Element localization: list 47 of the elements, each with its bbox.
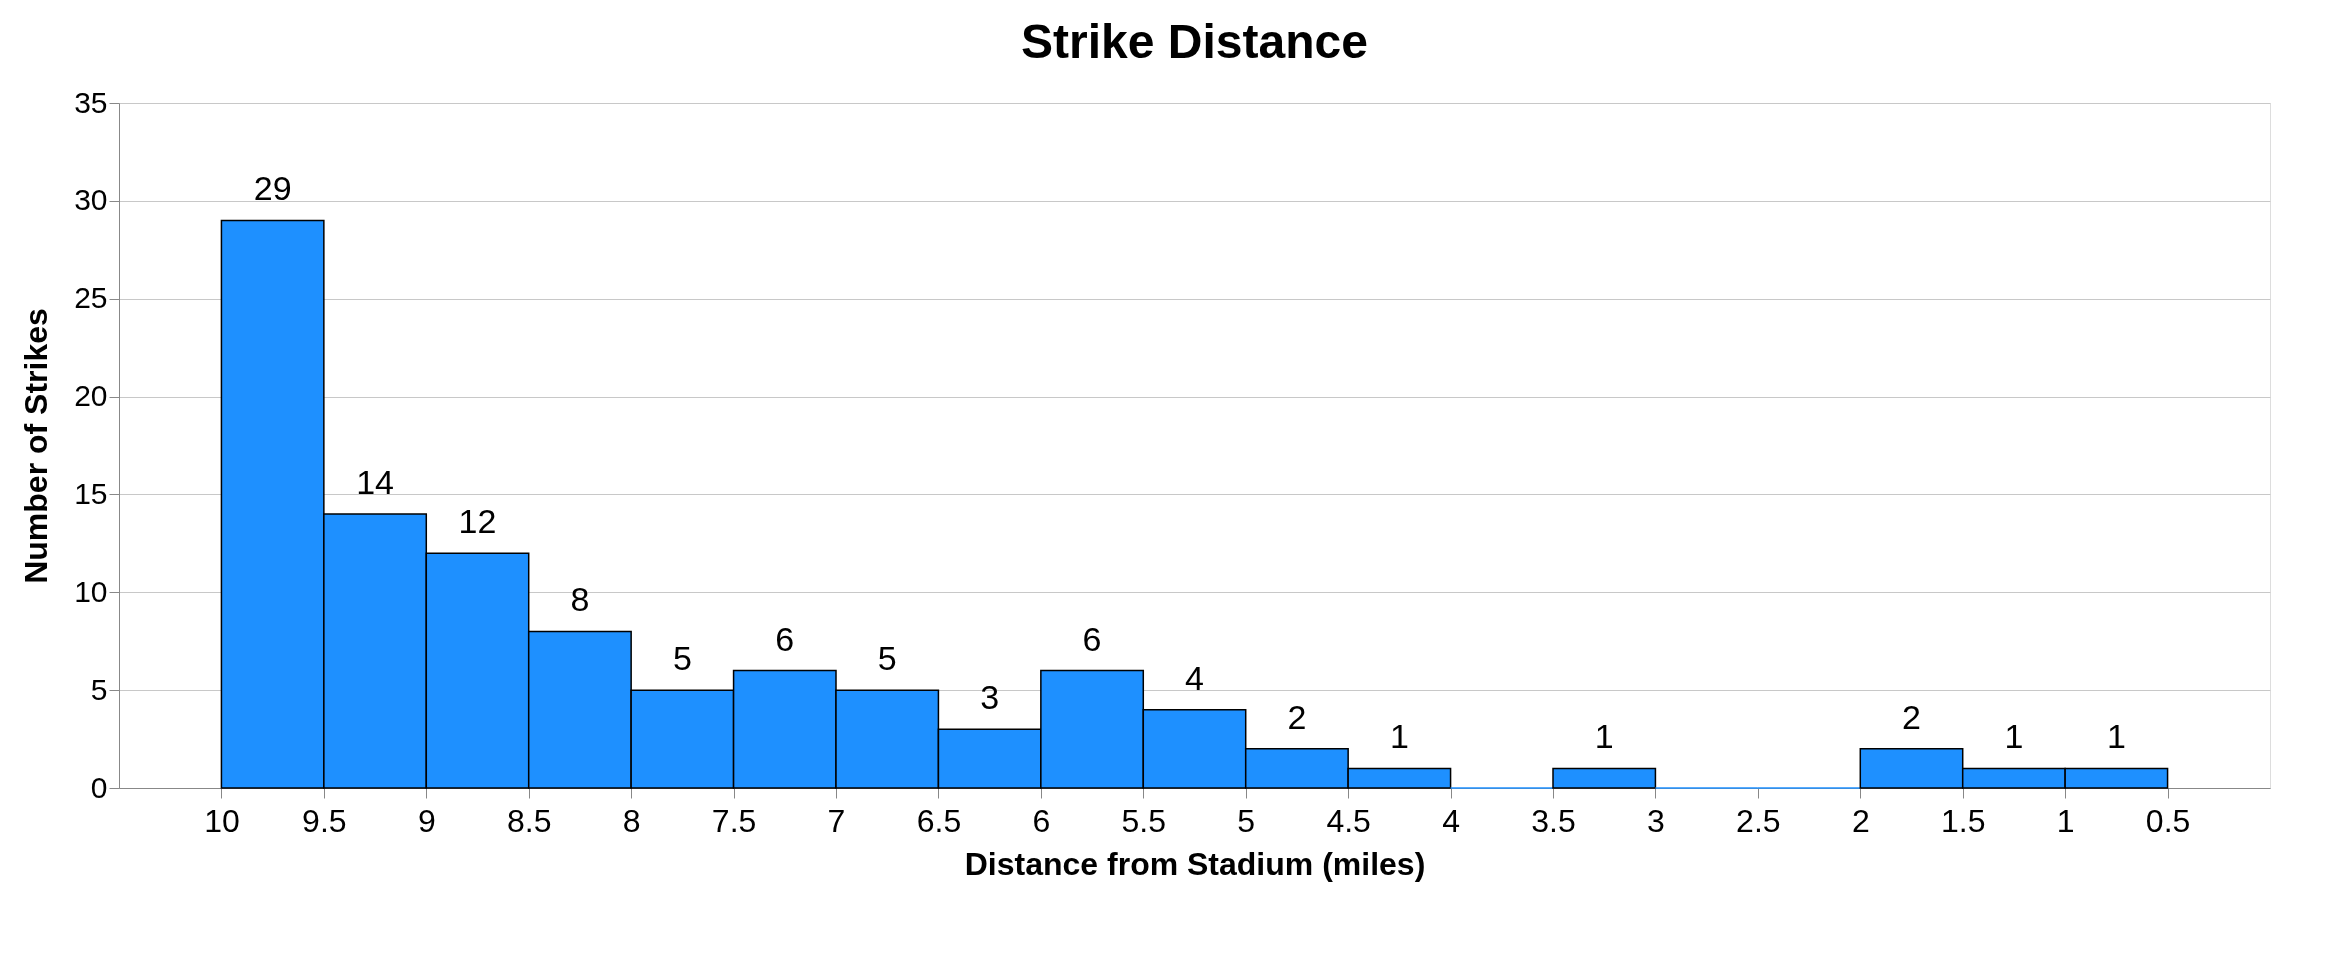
x-tick-label: 1.5: [1940, 802, 1986, 839]
data-label: 1: [2004, 717, 2024, 756]
data-label: 3: [980, 678, 1000, 717]
x-tick-label: 7: [827, 802, 846, 839]
x-tick-label: 7.5: [711, 802, 757, 839]
y-tick-label: 35: [74, 85, 108, 119]
data-label: 1: [2106, 717, 2126, 756]
y-axis-title: Number of Strikes: [18, 308, 55, 584]
x-tick-label: 9: [417, 802, 436, 839]
y-tick-label: 10: [74, 574, 108, 608]
x-tick-label: 5.5: [1121, 802, 1167, 839]
data-label: 2: [1287, 697, 1307, 736]
x-tick-label: 3.5: [1531, 802, 1576, 839]
x-tick-label: 1: [2056, 802, 2075, 839]
x-tick-label: 8: [622, 802, 641, 839]
x-tick-label: 5: [1237, 802, 1256, 839]
data-label: 1: [1389, 717, 1409, 756]
data-label: 8: [570, 580, 590, 619]
x-tick-label: 10: [204, 802, 240, 839]
data-label: 29: [253, 169, 292, 208]
data-label: 14: [356, 463, 394, 501]
data-label: 5: [877, 639, 897, 678]
data-label: 6: [775, 619, 795, 658]
data-label: 5: [672, 639, 692, 678]
y-tick-label: 20: [74, 379, 108, 413]
data-label: 12: [458, 502, 497, 541]
x-tick-label: 6: [1032, 802, 1051, 839]
x-tick-label: 8.5: [506, 802, 552, 839]
y-tick-label: 0: [90, 770, 108, 804]
y-tick-label: 25: [74, 281, 108, 315]
x-tick-label: 4: [1442, 802, 1460, 839]
y-tick-label: 5: [90, 672, 108, 706]
data-label: 4: [1185, 658, 1204, 697]
data-label: 2: [1902, 697, 1921, 736]
chart-title: Strike Distance: [1021, 15, 1368, 68]
x-tick-label: 9.5: [302, 802, 347, 839]
x-tick-label: 2.5: [1736, 802, 1781, 839]
y-tick-label: 30: [74, 183, 108, 217]
data-label: 1: [1594, 717, 1614, 756]
x-tick-label: 0.5: [2145, 802, 2191, 839]
y-tick-label: 15: [74, 476, 108, 510]
x-axis-title: Distance from Stadium (miles): [964, 845, 1426, 882]
x-tick-label: 4.5: [1326, 802, 1371, 839]
x-tick-label: 6.5: [916, 802, 962, 839]
data-label: 6: [1082, 619, 1102, 658]
x-tick-label: 2: [1851, 802, 1870, 839]
x-tick-label: 3: [1647, 802, 1665, 839]
